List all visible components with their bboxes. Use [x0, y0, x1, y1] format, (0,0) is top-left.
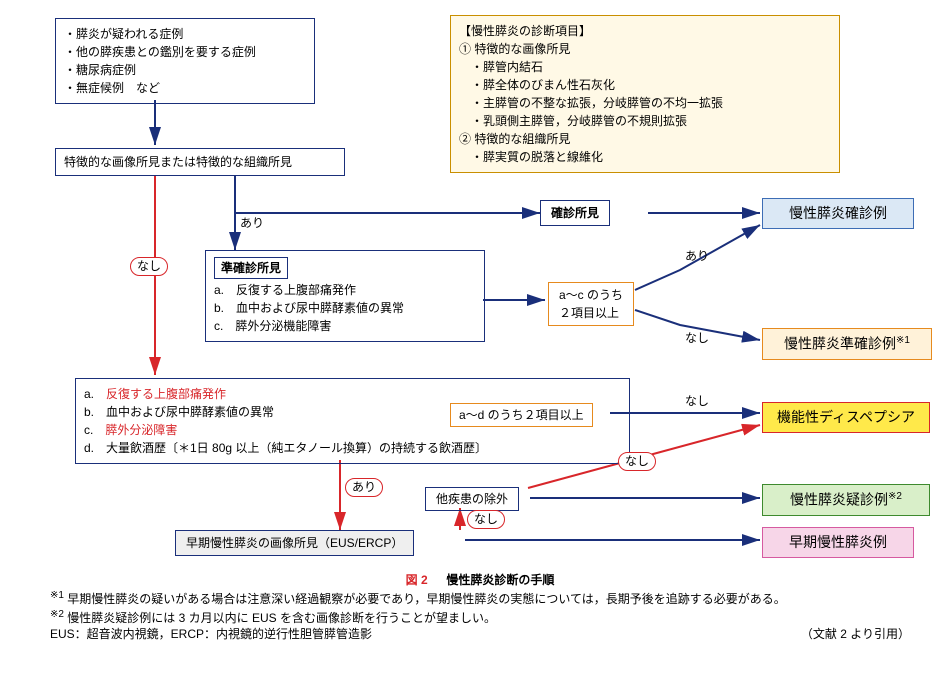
label-nashi: なし: [685, 393, 709, 410]
text: 慢性膵炎確診例: [789, 205, 887, 221]
sup: ※2: [888, 491, 902, 502]
text: a〜d のうち２項目以上: [459, 408, 584, 422]
line-a: a. 反復する上腹部痛発作: [84, 385, 621, 403]
box-ac-requirement: a〜c のうち ２項目以上: [548, 282, 634, 326]
fig-num: 図 2: [406, 573, 428, 587]
text: ・主膵管の不整な拡張，分岐膵管の不均一拡張: [459, 94, 831, 112]
box-quasi-findings: 準確診所見 a. 反復する上腹部痛発作 b. 血中および尿中膵酵素値の異常 c.…: [205, 250, 485, 342]
abbr: EUS：超音波内視鏡，ERCP：内視鏡的逆行性胆管膵管造影: [50, 626, 372, 643]
text: 早期慢性膵炎例: [789, 534, 887, 550]
label-ari: あり: [685, 248, 709, 265]
outcome-quasi: 慢性膵炎準確診例※1: [762, 328, 932, 360]
box-confirm-findings: 確診所見: [540, 200, 610, 226]
text: c. 膵外分泌機能障害: [214, 317, 476, 335]
text: ・膵全体のびまん性石灰化: [459, 76, 831, 94]
label-ari: あり: [345, 478, 383, 497]
fig-title: 慢性膵炎診断の手順: [446, 573, 554, 587]
text: 特徴的な画像所見または特徴的な組織所見: [64, 155, 292, 169]
text: 機能性ディスペプシア: [777, 409, 915, 425]
box-other-disease-exclusion: 他疾患の除外: [425, 487, 519, 511]
quasi-title: 準確診所見: [214, 257, 288, 279]
title: 【慢性膵炎の診断項目】: [459, 22, 831, 40]
text: ・乳頭側主膵管，分岐膵管の不規則拡張: [459, 112, 831, 130]
text: ② 特徴的な組織所見: [459, 130, 831, 148]
outcome-dyspepsia: 機能性ディスペプシア: [762, 402, 930, 433]
sup: ※1: [896, 335, 910, 346]
label-ari: あり: [240, 215, 264, 232]
label-nashi: なし: [618, 452, 656, 471]
text: ・膵炎が疑われる症例: [64, 25, 306, 43]
text: ① 特徴的な画像所見: [459, 40, 831, 58]
figure-caption: 図 2 慢性膵炎診断の手順 ※1 早期慢性膵炎の疑いがある場合は注意深い経過観察…: [50, 572, 910, 643]
line-d: d. 大量飲酒歴〔＊1日 80g 以上（純エタノール換算）の持続する飲酒歴〕: [84, 439, 621, 457]
text: 確診所見: [551, 206, 599, 220]
label-nashi: なし: [685, 330, 709, 347]
text: ・無症候例 など: [64, 79, 306, 97]
note2: ※2 慢性膵炎疑診例には 3 カ月以内に EUS を含む画像診断を行うことが望ま…: [50, 608, 910, 627]
outcome-confirmed: 慢性膵炎確診例: [762, 198, 914, 229]
text: b. 血中および尿中膵酵素値の異常: [214, 299, 476, 317]
outcome-suspected: 慢性膵炎疑診例※2: [762, 484, 930, 516]
box-ad-requirement: a〜d のうち２項目以上: [450, 403, 593, 427]
box-early-image-findings: 早期慢性膵炎の画像所見（EUS/ERCP）: [175, 530, 414, 556]
box-initial-cases: ・膵炎が疑われる症例 ・他の膵疾患との鑑別を要する症例 ・糖尿病症例 ・無症候例…: [55, 18, 315, 104]
source: （文献 2 より引用）: [801, 626, 910, 643]
text: ・糖尿病症例: [64, 61, 306, 79]
text: 慢性膵炎疑診例: [790, 492, 888, 508]
note1: ※1 早期慢性膵炎の疑いがある場合は注意深い経過観察が必要であり，早期慢性膵炎の…: [50, 589, 910, 608]
text: ・膵実質の脱落と線維化: [459, 148, 831, 166]
text: a. 反復する上腹部痛発作: [214, 281, 476, 299]
text: 他疾患の除外: [436, 492, 508, 506]
label-nashi: なし: [130, 257, 168, 276]
label-nashi: なし: [467, 510, 505, 529]
text: ・他の膵疾患との鑑別を要する症例: [64, 43, 306, 61]
outcome-early: 早期慢性膵炎例: [762, 527, 914, 558]
box-diagnosis-items: 【慢性膵炎の診断項目】 ① 特徴的な画像所見 ・膵管内結石 ・膵全体のびまん性石…: [450, 15, 840, 173]
text: 慢性膵炎準確診例: [784, 336, 896, 352]
text: a〜c のうち: [559, 286, 623, 304]
text: ・膵管内結石: [459, 58, 831, 76]
text: 早期慢性膵炎の画像所見（EUS/ERCP）: [186, 536, 403, 550]
box-characteristic-findings: 特徴的な画像所見または特徴的な組織所見: [55, 148, 345, 176]
text: ２項目以上: [559, 304, 623, 322]
